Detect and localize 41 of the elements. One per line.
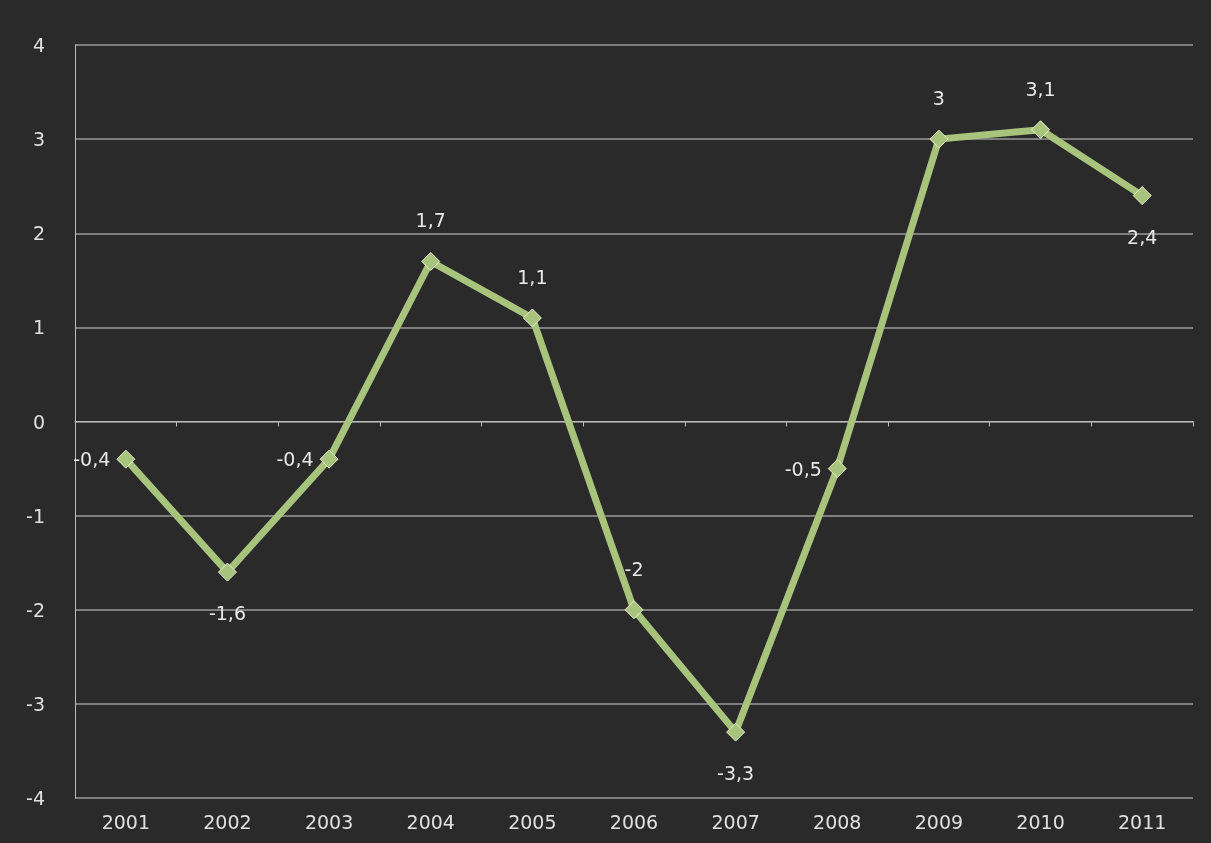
y-tick-label: -2 [26, 598, 45, 621]
y-tick-label: -4 [26, 787, 45, 809]
point [726, 722, 746, 742]
point [421, 251, 441, 271]
y-tick-label: 1 [32, 316, 45, 339]
x-tick-label: 2002 [203, 810, 252, 833]
x-tick-label: 2003 [304, 810, 354, 833]
x-tick-label: 2011 [1118, 810, 1167, 833]
data-label: 2,4 [1127, 225, 1158, 248]
data-label: 3 [932, 87, 945, 110]
data-label: 1,1 [517, 265, 548, 288]
point [522, 308, 542, 328]
y-tick-label: 2 [32, 222, 45, 245]
point [116, 449, 136, 469]
y-tick-label: -1 [26, 504, 45, 527]
data-label: -3,3 [717, 762, 755, 785]
x-tick-label: 2010 [1016, 810, 1065, 833]
point [319, 449, 339, 469]
x-tick-label: 2007 [711, 810, 760, 833]
point [624, 600, 644, 620]
data-label: -1,6 [208, 602, 246, 625]
x-tick-label: 2001 [101, 810, 150, 833]
x-tick-label: 2006 [609, 810, 659, 833]
data-label: -2 [624, 557, 644, 580]
data-label: 3,1 [1025, 77, 1056, 100]
data-label: 1,7 [415, 209, 446, 232]
data-label: -0,4 [276, 448, 314, 471]
point [1031, 120, 1051, 140]
y-tick-label: -3 [26, 692, 45, 715]
x-tick-label: 2004 [406, 810, 455, 833]
point [929, 129, 949, 149]
x-tick-label: 2008 [813, 810, 862, 833]
y-tick-label: 0 [32, 410, 45, 433]
point [217, 562, 237, 582]
data-label: -0,5 [784, 457, 822, 480]
point [1132, 186, 1152, 206]
x-tick-label: 2005 [508, 810, 557, 833]
x-tick-label: 2009 [914, 810, 964, 833]
point [827, 459, 847, 479]
y-tick-label: 4 [32, 34, 45, 56]
y-tick-label: 3 [32, 128, 45, 151]
